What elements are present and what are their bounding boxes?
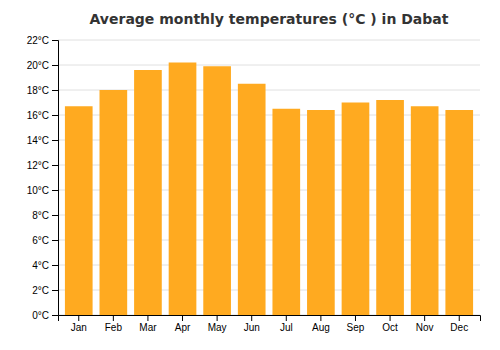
y-tick: 20°C [27, 60, 58, 71]
y-tick-mark [52, 240, 58, 241]
x-tick-mark [320, 315, 321, 321]
bar [203, 66, 231, 315]
bar [411, 106, 439, 315]
x-tick-mark [217, 315, 218, 321]
y-tick-mark [52, 290, 58, 291]
y-tick: 6°C [32, 235, 58, 246]
bar [238, 84, 266, 315]
y-tick: 18°C [27, 85, 58, 96]
bar [169, 63, 197, 316]
bar [445, 110, 473, 315]
y-tick-mark [52, 315, 58, 316]
x-tick-label: Oct [382, 322, 398, 333]
y-axis: 0°C 2°C 4°C 6°C 8°C 10°C 12°C 14°C 16°C 18°C 20°C 2… [27, 35, 59, 321]
plot-area [65, 63, 473, 316]
y-tick: 4°C [32, 260, 58, 271]
x-tick: Aug [312, 315, 330, 333]
y-tick-mark [52, 265, 58, 266]
y-tick: 10°C [27, 185, 58, 196]
y-tick-label: 4°C [32, 260, 49, 271]
x-tick-label: Apr [175, 322, 191, 333]
x-tick: Mar [139, 315, 157, 333]
y-tick-mark [52, 165, 58, 166]
x-tick: Jul [280, 315, 293, 333]
x-tick-label: Jan [71, 322, 87, 333]
bar [65, 106, 93, 315]
y-tick-label: 14°C [27, 135, 49, 146]
y-tick-label: 8°C [32, 210, 49, 221]
bar [342, 103, 370, 316]
y-tick-label: 10°C [27, 185, 49, 196]
x-tick-label: Jul [280, 322, 293, 333]
x-tick-mark [251, 315, 252, 321]
y-tick: 22°C [27, 35, 58, 46]
y-tick-mark [52, 90, 58, 91]
x-tick: May [208, 315, 227, 333]
y-tick-mark [52, 65, 58, 66]
y-tick-mark [52, 190, 58, 191]
x-tick: Oct [382, 315, 398, 333]
grid [58, 40, 480, 315]
bar [100, 90, 128, 315]
title: Average monthly temperatures (°C ) in Da… [90, 11, 449, 27]
bar [134, 70, 162, 315]
x-tick-mark [182, 315, 183, 321]
y-tick-label: 20°C [27, 60, 49, 71]
x-tick-label: Sep [347, 322, 365, 333]
x-tick-label: Mar [139, 322, 157, 333]
x-tick-mark [390, 315, 391, 321]
grid-line [58, 65, 480, 66]
y-tick-mark [52, 140, 58, 141]
x-tick: Sep [347, 315, 365, 333]
grid-line [58, 40, 480, 41]
y-axis-line [52, 41, 59, 316]
y-tick-mark [52, 115, 58, 116]
x-tick-label: Jun [244, 322, 260, 333]
bar [376, 100, 404, 315]
x-tick-mark [355, 315, 356, 321]
y-tick: 12°C [27, 160, 58, 171]
y-tick: 2°C [32, 285, 58, 296]
bar [307, 110, 335, 315]
x-tick: Jan [71, 315, 87, 333]
bar [272, 109, 300, 315]
x-tick-label: Aug [312, 322, 330, 333]
y-tick-label: 12°C [27, 160, 49, 171]
x-tick-mark [78, 315, 79, 321]
x-tick: Apr [175, 315, 191, 333]
x-tick-mark [459, 315, 460, 321]
x-tick-mark [113, 315, 114, 321]
x-axis: Jan Feb Mar Apr May Jun Jul Aug Sep Oct Nov Dec [59, 315, 481, 333]
y-tick-mark [52, 215, 58, 216]
x-axis-line [59, 316, 481, 322]
x-tick-label: Dec [450, 322, 468, 333]
y-tick-label: 2°C [32, 285, 49, 296]
x-tick-label: May [208, 322, 227, 333]
y-tick: 14°C [27, 135, 58, 146]
x-tick-mark [424, 315, 425, 321]
y-tick-label: 22°C [27, 35, 49, 46]
x-tick: Feb [105, 315, 123, 333]
x-tick: Nov [416, 315, 434, 333]
x-tick: Jun [244, 315, 260, 333]
x-tick: Dec [450, 315, 468, 333]
x-tick-mark [286, 315, 287, 321]
x-tick-label: Nov [416, 322, 434, 333]
x-tick-label: Feb [105, 322, 123, 333]
chart: 0°C 2°C 4°C 6°C 8°C 10°C 12°C 14°C 16°C 18°C 20°C 2… [0, 0, 500, 350]
y-tick-label: 6°C [32, 235, 49, 246]
y-tick-mark [52, 40, 58, 41]
x-tick-mark [147, 315, 148, 321]
y-tick: 0°C [32, 310, 58, 321]
y-tick: 16°C [27, 110, 58, 121]
y-tick-label: 16°C [27, 110, 49, 121]
y-tick: 8°C [32, 210, 58, 221]
y-tick-label: 0°C [32, 310, 49, 321]
y-tick-label: 18°C [27, 85, 49, 96]
